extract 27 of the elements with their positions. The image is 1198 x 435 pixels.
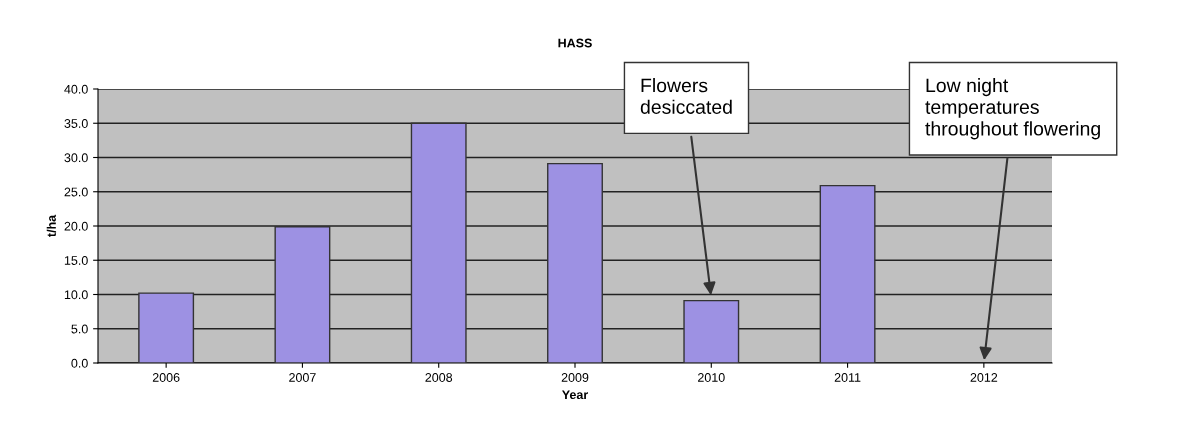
bar [274,225,331,363]
x-tick-label: 2012 [970,373,998,382]
y-axis-title: t/ha [46,214,57,237]
annotation: Flowers desiccated [640,78,732,114]
y-tick-label: 30.0 [64,153,88,163]
x-tick-label: 2011 [834,373,861,382]
x-tick-label: 2006 [152,373,180,382]
bar [547,162,603,363]
y-tick-label: 35.0 [64,119,88,128]
bar [138,292,195,363]
x-tick-label: 2007 [289,373,316,382]
bar [410,122,467,363]
x-tick-label: 2008 [425,373,453,382]
y-tick-label: 25.0 [64,187,88,197]
y-tick-label: 5.0 [71,324,88,334]
y-tick-label: 15.0 [64,256,88,265]
y-tick-label: 0.0 [71,358,88,368]
y-tick-label: 40.0 [64,84,88,94]
y-tick-label: 20.0 [64,221,88,231]
x-tick-label: 2009 [561,373,589,382]
x-tick-label: 2010 [698,373,725,382]
bar [683,299,740,363]
y-tick-label: 10.0 [64,290,88,300]
annotation: Low night temperatures throughout flowering [925,78,1100,140]
bar [819,184,876,363]
chart-title: HASS [558,38,592,48]
x-axis-title: Year [562,390,589,400]
